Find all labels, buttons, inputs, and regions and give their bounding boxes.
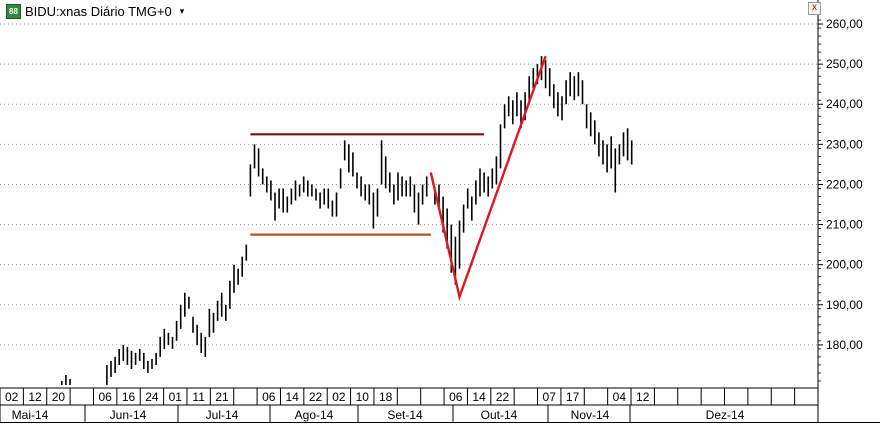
day-tick-label: 06 [98, 390, 112, 404]
symbol-title: BIDU:xnas Diário TMG+0 [25, 3, 172, 19]
day-tick-label: 12 [636, 390, 650, 404]
month-tick-label: Mai-14 [12, 408, 49, 422]
y-tick-label: 190,00 [826, 298, 863, 312]
month-tick-label: Nov-14 [571, 408, 610, 422]
day-tick-label: 11 [192, 390, 205, 404]
day-tick-label: 20 [52, 390, 66, 404]
month-tick-label: Set-14 [387, 408, 423, 422]
day-tick-label: 22 [496, 390, 510, 404]
y-tick-label: 210,00 [826, 218, 863, 232]
y-tick-label: 250,00 [826, 57, 863, 71]
day-tick-label: 16 [122, 390, 136, 404]
y-tick-label: 230,00 [826, 137, 863, 151]
day-tick-label: 02 [332, 390, 346, 404]
grid [0, 23, 818, 346]
app-logo-icon: 88 [6, 3, 21, 19]
day-tick-label: 14 [285, 390, 299, 404]
y-tick-label: 260,00 [826, 17, 863, 31]
month-tick-label: Dez-14 [706, 408, 745, 422]
day-tick-label: 14 [472, 390, 486, 404]
day-tick-label: 07 [543, 390, 557, 404]
chevron-down-icon[interactable]: ▾ [179, 5, 185, 16]
month-tick-label: Ago-14 [295, 408, 334, 422]
y-tick-label: 240,00 [826, 97, 863, 111]
day-tick-label: 24 [145, 390, 159, 404]
y-tick-label: 200,00 [826, 258, 863, 272]
day-tick-label: 10 [356, 390, 370, 404]
day-tick-label: 18 [379, 390, 393, 404]
day-tick-label: 06 [262, 390, 276, 404]
day-tick-label: 12 [28, 390, 42, 404]
drawn-annotations[interactable] [250, 55, 547, 302]
ohlc-bars [60, 56, 633, 385]
chart-header[interactable]: 88 BIDU:xnas Diário TMG+0 ▾ [6, 2, 184, 20]
close-icon[interactable]: x [808, 2, 821, 15]
day-tick-label: 17 [566, 390, 580, 404]
day-tick-label: 04 [613, 390, 627, 404]
month-tick-label: Jun-14 [110, 408, 147, 422]
v-pattern-line[interactable] [429, 55, 547, 302]
y-tick-label: 220,00 [826, 177, 863, 191]
day-tick-label: 22 [309, 390, 323, 404]
y-tick-label: 180,00 [826, 338, 863, 352]
day-tick-label: 21 [215, 390, 229, 404]
month-tick-label: Out-14 [481, 408, 518, 422]
day-tick-label: 01 [169, 390, 183, 404]
month-tick-label: Jul-14 [206, 408, 239, 422]
day-tick-label: 06 [449, 390, 463, 404]
day-tick-label: 02 [5, 390, 19, 404]
